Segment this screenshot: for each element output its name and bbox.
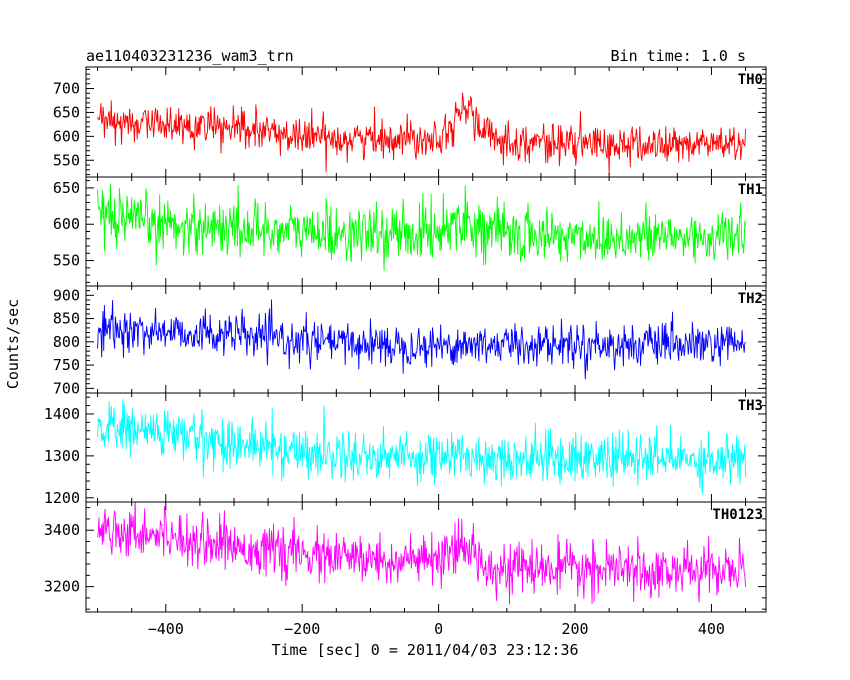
y-tick-label: 550 (53, 151, 80, 169)
series-line-th0 (97, 92, 746, 175)
y-tick-label: 900 (53, 286, 80, 304)
panel-th1: 550 600 650 TH1 (53, 176, 767, 287)
y-tick-label: 3400 (44, 521, 80, 539)
chart-title: ae110403231236_wam3_trn (86, 47, 294, 65)
y-tick-label: 550 (53, 252, 80, 270)
panel-label-th0: TH0 (738, 72, 763, 88)
x-tick-label: 0 (434, 620, 443, 638)
panel-frame (85, 501, 767, 613)
y-tick-label: 750 (53, 356, 80, 374)
y-tick-label: 600 (53, 215, 80, 233)
y-tick-label: 3200 (44, 578, 80, 596)
panels: 550 600 650 700 TH0 550 600 650 TH1 700 750 800 850 9… (44, 66, 767, 613)
panel-th0123: 3200 3400 TH0123 (44, 501, 767, 613)
x-axis: −400 −200 0 200 400 (148, 620, 725, 638)
series-line-th2 (97, 299, 746, 380)
panel-th0: 550 600 650 700 TH0 (53, 66, 767, 178)
y-tick-label: 700 (53, 379, 80, 397)
y-tick-label: 1400 (44, 405, 80, 423)
series-line-th0123 (97, 502, 746, 605)
x-axis-title: Time [sec] 0 = 2011/04/03 23:12:36 (271, 641, 578, 659)
x-tick-label: −200 (284, 620, 320, 638)
panel-label-th2: TH2 (738, 291, 763, 307)
y-tick-label: 1200 (44, 489, 80, 507)
x-tick-label: 200 (561, 620, 588, 638)
y-tick-label: 650 (53, 179, 80, 197)
panel-th2: 700 750 800 850 900 TH2 (53, 285, 767, 397)
y-tick-label: 700 (53, 80, 80, 98)
panel-label-th3: TH3 (738, 398, 763, 414)
x-tick-label: 400 (698, 620, 725, 638)
panel-th3: 1200 1300 1400 TH3 (44, 392, 767, 507)
x-tick-label: −400 (148, 620, 184, 638)
series-line-th3 (97, 399, 746, 495)
bin-time-label: Bin time: 1.0 s (611, 47, 746, 65)
y-tick-label: 650 (53, 103, 80, 121)
panel-label-th1: TH1 (738, 182, 763, 198)
y-axis-title: Counts/sec (4, 299, 22, 389)
panel-label-th0123: TH0123 (712, 507, 763, 523)
y-tick-label: 800 (53, 333, 80, 351)
y-tick-label: 1300 (44, 447, 80, 465)
series-line-th1 (97, 183, 746, 272)
y-tick-label: 850 (53, 310, 80, 328)
y-tick-label: 600 (53, 127, 80, 145)
